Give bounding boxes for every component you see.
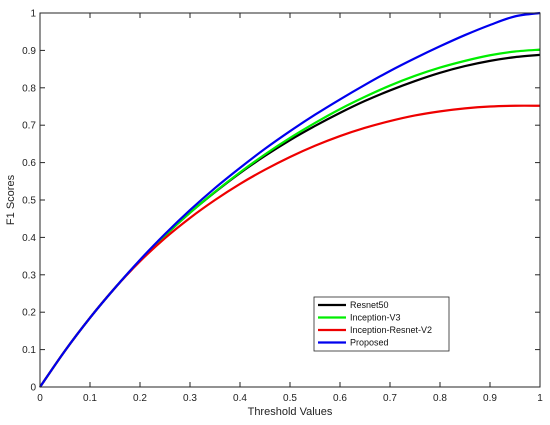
y-tick-label: 0.8 (22, 83, 36, 94)
x-tick-label: 0.2 (133, 393, 147, 404)
legend-label-proposed: Proposed (350, 338, 389, 348)
x-axis-title: Threshold Values (248, 406, 333, 418)
x-tick-label: 0.6 (333, 393, 347, 404)
y-tick-label: 0.9 (22, 46, 36, 57)
x-tick-label: 0 (37, 393, 43, 404)
y-tick-label: 0 (30, 383, 36, 394)
legend: Resnet50 Inception-V3 Inception-Resnet-V2 P… (313, 296, 450, 352)
y-tick-label: 0.3 (22, 270, 36, 281)
y-tick-label: 0.5 (22, 196, 36, 207)
y-tick-label: 0.6 (22, 158, 36, 169)
x-tick-label: 0.3 (183, 393, 197, 404)
legend-label-inception-resnet-v2: Inception-Resnet-V2 (350, 325, 432, 335)
y-tick-label: 0.1 (22, 345, 36, 356)
series-line-proposed (39, 11, 541, 388)
axis-ticks: 0 0.1 0.2 0.3 0.4 0.5 0.6 0.7 0.8 0.9 1 0 0.1 0.2 0.3 0… (22, 9, 543, 405)
legend-items: Resnet50 Inception-V3 Inception-Resnet-V2 P… (318, 300, 432, 348)
plot-area-frame (39, 12, 541, 388)
y-tick-label: 1 (30, 9, 36, 20)
legend-label-resnet50: Resnet50 (350, 300, 389, 310)
x-tick-label: 0.9 (483, 393, 497, 404)
y-axis-title: F1 Scores (5, 174, 17, 225)
x-tick-label: 0.8 (433, 393, 447, 404)
x-tick-label: 0.4 (233, 393, 247, 404)
series-lines (39, 11, 541, 388)
x-tick-label: 0.7 (383, 393, 397, 404)
legend-label-inception-v3: Inception-V3 (350, 313, 401, 323)
x-tick-label: 1 (537, 393, 543, 404)
y-tick-label: 0.2 (22, 308, 36, 319)
x-tick-label: 0.5 (283, 393, 297, 404)
y-tick-label: 0.7 (22, 121, 36, 132)
x-tick-label: 0.1 (83, 393, 97, 404)
y-tick-label: 0.4 (22, 233, 36, 244)
